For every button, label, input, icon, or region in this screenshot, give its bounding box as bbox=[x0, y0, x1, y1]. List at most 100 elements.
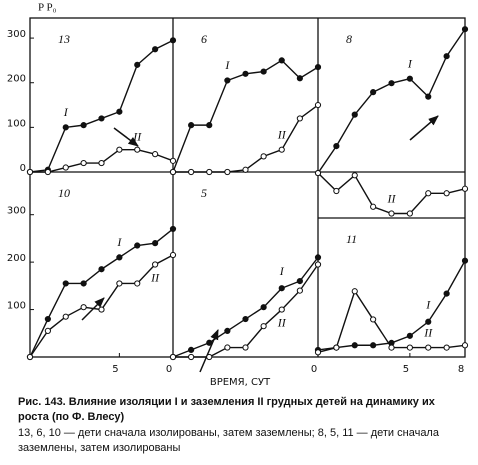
series-line bbox=[29, 39, 174, 173]
x-tick-label: 0 bbox=[166, 364, 172, 375]
series-label: II bbox=[132, 129, 142, 143]
data-point bbox=[242, 315, 249, 323]
series-label: II bbox=[277, 315, 287, 329]
data-point bbox=[278, 57, 285, 64]
data-point bbox=[461, 257, 469, 264]
data-point bbox=[425, 190, 432, 197]
data-point bbox=[169, 225, 177, 233]
data-point bbox=[169, 353, 177, 361]
series-label: I bbox=[407, 56, 413, 70]
data-point bbox=[351, 111, 358, 118]
data-point bbox=[278, 285, 285, 292]
data-point bbox=[406, 75, 413, 82]
data-point bbox=[242, 70, 249, 77]
data-point bbox=[169, 251, 177, 259]
data-point bbox=[224, 344, 231, 351]
data-point bbox=[351, 172, 358, 179]
data-point bbox=[461, 185, 469, 192]
data-point bbox=[425, 318, 432, 325]
data-point bbox=[388, 210, 395, 217]
series-line bbox=[172, 256, 319, 358]
x-tick-label: 5 bbox=[403, 364, 409, 375]
y-tick-label: 200 bbox=[7, 74, 26, 85]
data-point bbox=[388, 344, 395, 351]
caption-line: заземлены, затем изолированы bbox=[18, 442, 180, 454]
series-label: II bbox=[277, 127, 287, 141]
data-point bbox=[134, 61, 141, 68]
data-point bbox=[425, 344, 432, 351]
data-point bbox=[134, 280, 141, 287]
data-point bbox=[260, 68, 267, 75]
data-point bbox=[388, 80, 395, 87]
series-label: II bbox=[150, 270, 160, 284]
data-point bbox=[152, 46, 159, 53]
data-point bbox=[443, 190, 450, 197]
series-label: I bbox=[279, 264, 285, 278]
data-point bbox=[351, 288, 358, 295]
data-point bbox=[62, 164, 69, 171]
data-point bbox=[260, 304, 267, 311]
data-point bbox=[296, 115, 303, 122]
caption-line: 13, 6, 10 — дети сначала изолированы, за… bbox=[18, 427, 440, 439]
data-point bbox=[224, 77, 231, 84]
data-point bbox=[116, 108, 123, 115]
data-point bbox=[333, 187, 340, 195]
data-point bbox=[370, 316, 377, 323]
caption-line: роста (по Ф. Влесу) bbox=[18, 411, 125, 423]
data-point bbox=[370, 89, 377, 96]
y-tick-label: 100 bbox=[7, 301, 26, 312]
data-point bbox=[134, 146, 141, 153]
data-point bbox=[44, 315, 51, 323]
data-point bbox=[44, 327, 51, 335]
data-point bbox=[351, 342, 358, 349]
data-point bbox=[370, 203, 377, 210]
data-point bbox=[80, 280, 87, 287]
data-point bbox=[134, 242, 141, 249]
data-point bbox=[116, 254, 123, 261]
y-axis-label: P P₀ bbox=[38, 2, 57, 14]
data-point bbox=[314, 64, 322, 71]
y-tick-label: 200 bbox=[7, 253, 26, 264]
data-point bbox=[224, 327, 231, 335]
data-point bbox=[443, 344, 450, 351]
data-point bbox=[98, 306, 105, 313]
data-point bbox=[260, 323, 267, 330]
data-point bbox=[98, 115, 105, 122]
series-label: II bbox=[423, 325, 433, 339]
series-label: II bbox=[387, 191, 397, 205]
data-point bbox=[206, 122, 213, 129]
data-point bbox=[461, 342, 469, 349]
panel-title: 5 bbox=[201, 186, 207, 200]
data-point bbox=[26, 168, 34, 176]
data-point bbox=[333, 344, 340, 351]
data-point bbox=[461, 26, 469, 33]
x-tick-label: 5 bbox=[112, 364, 118, 375]
data-point bbox=[296, 75, 303, 82]
panel-title: 13 bbox=[58, 32, 70, 46]
data-point bbox=[443, 290, 450, 297]
series-label: I bbox=[425, 298, 431, 312]
data-point bbox=[206, 339, 213, 346]
data-point bbox=[314, 101, 322, 109]
data-point bbox=[98, 266, 105, 273]
data-point bbox=[80, 122, 87, 129]
data-point bbox=[406, 332, 413, 339]
data-point bbox=[260, 153, 267, 160]
panel-title: 6 bbox=[201, 32, 207, 46]
data-point bbox=[152, 261, 159, 268]
caption-line: Рис. 143. Влияние изоляции I и заземлени… bbox=[18, 396, 436, 408]
y-tick-label: 0 bbox=[20, 163, 26, 174]
data-point bbox=[206, 353, 213, 361]
data-point bbox=[242, 344, 249, 351]
data-point bbox=[443, 53, 450, 60]
data-point bbox=[169, 157, 177, 164]
series-label: I bbox=[116, 235, 122, 249]
data-point bbox=[278, 146, 285, 153]
data-point bbox=[98, 159, 105, 167]
data-point bbox=[425, 93, 432, 100]
series-line bbox=[173, 104, 319, 173]
data-point bbox=[370, 342, 377, 349]
data-point bbox=[242, 166, 249, 173]
series-line bbox=[173, 264, 319, 358]
